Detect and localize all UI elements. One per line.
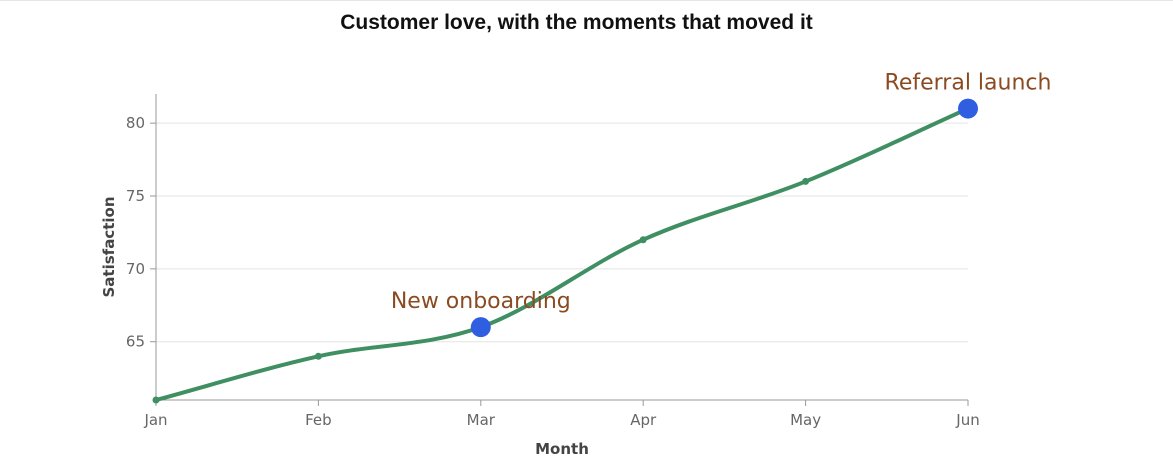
- annotation-marker: [470, 317, 491, 338]
- y-axis-title: Satisfaction: [100, 196, 118, 297]
- chart-title: Customer love, with the moments that mov…: [340, 11, 813, 34]
- y-tick-label: 80: [126, 114, 145, 132]
- axes: [150, 94, 969, 406]
- annotation-label: Referral launch: [885, 71, 1052, 96]
- grid-lines: [156, 122, 968, 343]
- data-point: [152, 396, 160, 404]
- x-axis-title: Month: [535, 440, 589, 458]
- y-tick-label: 75: [126, 187, 145, 205]
- annotation-label: New onboarding: [391, 289, 571, 314]
- series-line: [154, 106, 970, 402]
- y-tick-labels: 65 70 75 80: [126, 114, 145, 351]
- x-tick-label: Jun: [955, 411, 979, 429]
- data-point: [314, 352, 322, 360]
- annotations: New onboarding Referral launch: [391, 71, 1052, 338]
- top-rule: [0, 0, 1173, 1]
- x-tick-label: Jan: [143, 411, 167, 429]
- series: [152, 105, 972, 404]
- x-tick-label: Feb: [305, 411, 332, 429]
- x-tick-label: May: [790, 411, 821, 429]
- x-tick-labels: Jan Feb Mar Apr May Jun: [143, 411, 979, 429]
- x-tick-label: Mar: [467, 411, 496, 429]
- data-point: [802, 177, 810, 185]
- y-tick-label: 70: [126, 260, 145, 278]
- x-tick-label: Apr: [630, 411, 657, 429]
- y-tick-label: 65: [126, 333, 145, 351]
- annotation-marker: [958, 98, 978, 119]
- data-point: [639, 236, 647, 244]
